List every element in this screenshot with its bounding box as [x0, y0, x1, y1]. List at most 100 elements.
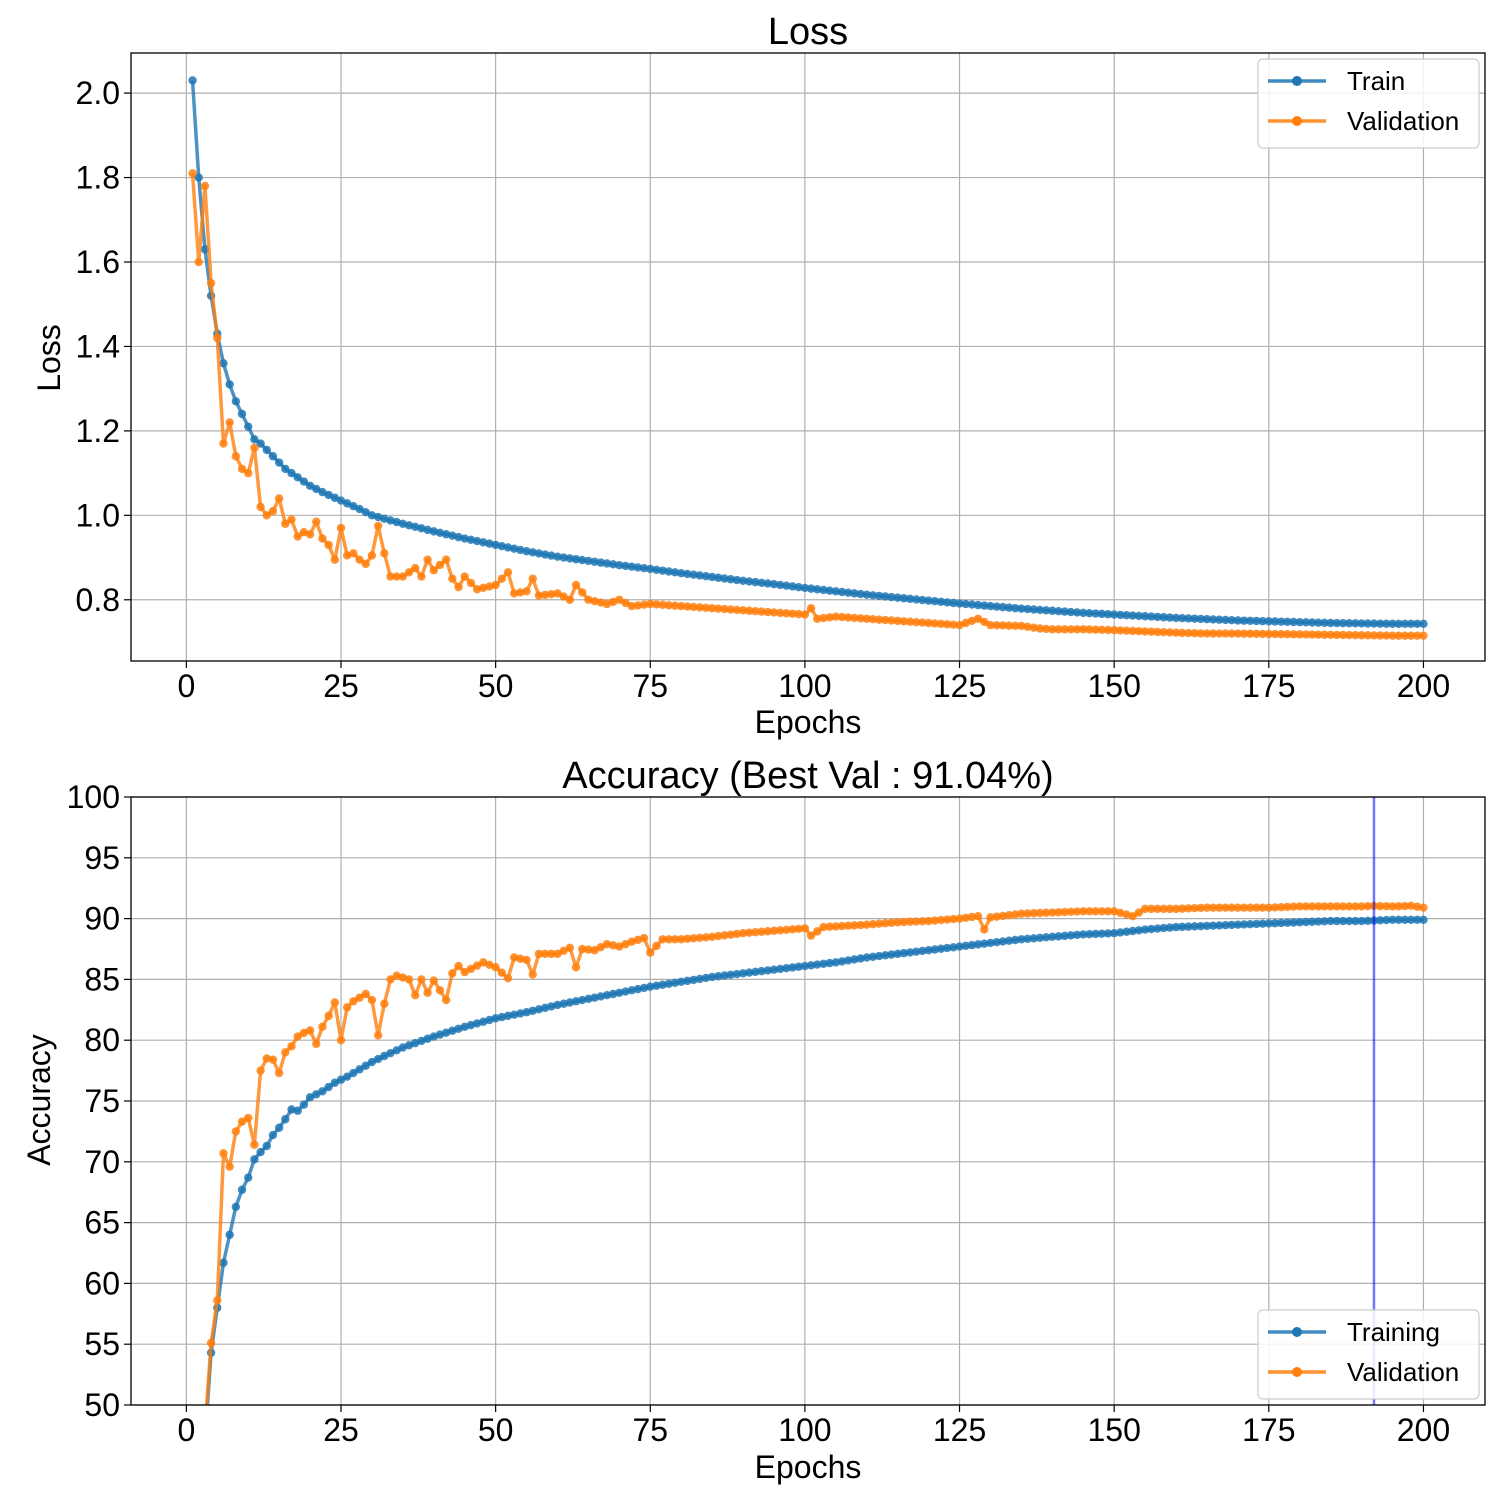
series-validation — [204, 901, 1428, 1405]
data-point — [1054, 932, 1063, 941]
data-point — [726, 605, 735, 614]
data-point — [262, 445, 271, 455]
data-point — [930, 945, 939, 954]
data-point — [553, 552, 562, 561]
data-point — [1004, 936, 1014, 945]
data-point — [293, 1106, 302, 1115]
data-point — [986, 913, 995, 922]
legend-swatch-marker — [1292, 1327, 1302, 1337]
data-point — [1314, 917, 1323, 926]
data-point — [782, 964, 791, 973]
data-point — [1109, 928, 1119, 938]
data-point — [1208, 629, 1218, 638]
legend-swatch-marker — [1292, 76, 1302, 86]
data-point — [658, 600, 667, 610]
data-point — [1388, 902, 1397, 911]
legend-swatch-marker — [1292, 1367, 1302, 1377]
data-point — [1283, 902, 1292, 912]
data-point — [782, 581, 791, 590]
data-point — [949, 598, 958, 608]
data-point — [837, 587, 847, 597]
data-point — [355, 993, 364, 1002]
data-point — [1320, 618, 1329, 628]
data-point — [658, 566, 667, 575]
data-point — [491, 580, 500, 590]
data-point — [850, 955, 859, 964]
data-point — [738, 928, 748, 938]
data-point — [1239, 903, 1249, 912]
data-point — [274, 494, 284, 503]
data-point — [949, 943, 958, 952]
data-point — [250, 1155, 259, 1164]
data-point — [1345, 630, 1354, 640]
data-point — [769, 926, 779, 935]
data-point — [1023, 934, 1032, 943]
data-point — [1413, 902, 1422, 911]
data-point — [670, 935, 680, 944]
legend-label: Train — [1347, 66, 1405, 96]
data-point — [547, 949, 556, 959]
data-point — [423, 555, 432, 564]
data-point — [825, 613, 834, 622]
data-point — [1004, 621, 1014, 630]
data-point — [664, 979, 674, 988]
data-point — [1283, 918, 1292, 927]
data-point — [961, 913, 970, 922]
data-point — [287, 468, 296, 478]
data-point — [1270, 629, 1280, 639]
data-point — [380, 549, 389, 558]
data-point — [1382, 915, 1391, 925]
data-point — [732, 605, 742, 615]
data-point — [1246, 616, 1255, 625]
data-point — [1351, 916, 1360, 926]
data-point — [417, 975, 426, 984]
data-point — [1079, 907, 1088, 916]
data-point — [268, 1055, 278, 1064]
data-point — [299, 477, 309, 486]
data-point — [1289, 630, 1298, 639]
data-point — [918, 618, 927, 627]
data-point — [695, 974, 704, 984]
data-point — [367, 995, 377, 1005]
data-point — [1338, 618, 1348, 628]
data-point — [219, 439, 228, 448]
data-point — [639, 600, 649, 609]
x-tick-label: 75 — [632, 1412, 668, 1448]
data-point — [887, 950, 896, 959]
data-point — [677, 935, 686, 944]
y-tick-label: 1.8 — [76, 160, 120, 196]
data-point — [1351, 619, 1360, 628]
data-point — [745, 928, 754, 937]
data-point — [1239, 920, 1249, 929]
data-point — [701, 973, 711, 983]
data-point — [998, 937, 1008, 946]
data-point — [856, 920, 865, 930]
data-point — [213, 1296, 222, 1305]
data-point — [534, 591, 544, 600]
data-point — [1419, 631, 1428, 640]
data-point — [1400, 915, 1410, 925]
data-point — [244, 1173, 253, 1182]
x-tick-label: 200 — [1397, 1412, 1450, 1448]
data-point — [633, 563, 643, 572]
data-point — [670, 978, 680, 987]
data-point — [225, 1230, 234, 1239]
data-point — [1246, 629, 1255, 638]
data-point — [980, 601, 989, 610]
y-tick-label: 1.4 — [76, 328, 120, 364]
data-point — [1264, 919, 1274, 928]
data-point — [936, 915, 946, 925]
data-point — [1264, 903, 1274, 912]
data-point — [1091, 609, 1100, 618]
series-train — [188, 76, 1428, 629]
data-point — [1054, 606, 1063, 616]
y-tick-label: 85 — [84, 961, 120, 997]
data-point — [1190, 629, 1199, 638]
data-point — [794, 583, 803, 592]
data-point — [1072, 930, 1082, 940]
data-point — [231, 1202, 241, 1211]
data-point — [1357, 631, 1366, 640]
data-point — [831, 922, 841, 931]
data-point — [862, 920, 871, 929]
